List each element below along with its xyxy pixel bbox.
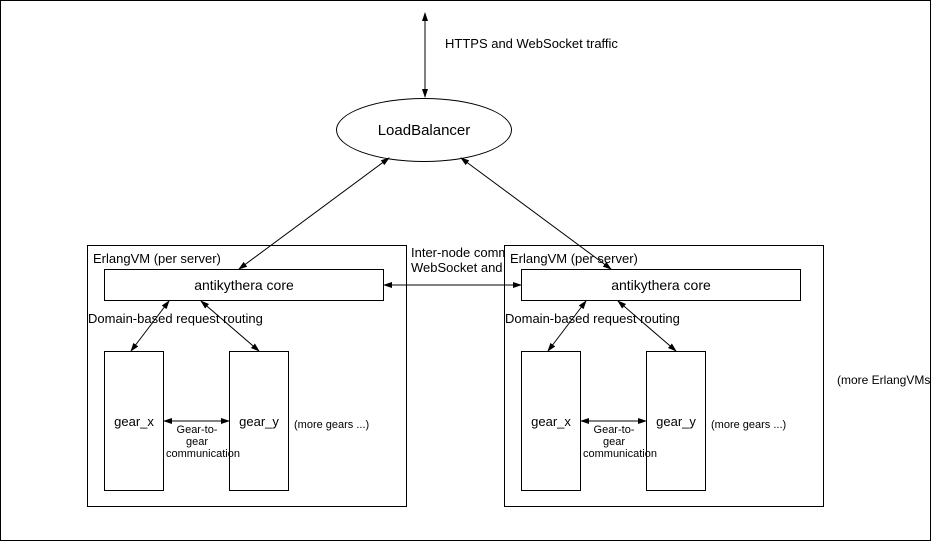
g2g-label-2: Gear-to-gear communication bbox=[583, 424, 645, 460]
g2g-label-1: Gear-to-gear communication bbox=[166, 424, 228, 460]
antikythera-core-2: antikythera core bbox=[521, 269, 801, 301]
more-gears-2: (more gears ...) bbox=[711, 419, 786, 431]
gear-y-2: gear_y bbox=[646, 351, 706, 491]
load-balancer-node: LoadBalancer bbox=[336, 98, 512, 162]
diagram-canvas: HTTPS and WebSocket traffic LoadBalancer… bbox=[0, 0, 931, 541]
core-2-label: antikythera core bbox=[611, 277, 711, 293]
load-balancer-label: LoadBalancer bbox=[378, 122, 471, 139]
erlang-vm-1-label: ErlangVM (per server) bbox=[93, 251, 221, 266]
antikythera-core-1: antikythera core bbox=[104, 269, 384, 301]
traffic-label: HTTPS and WebSocket traffic bbox=[445, 36, 618, 51]
gear-y-1: gear_y bbox=[229, 351, 289, 491]
routing-label-1: Domain-based request routing bbox=[88, 311, 263, 326]
gear-x-2: gear_x bbox=[521, 351, 581, 491]
core-1-label: antikythera core bbox=[194, 277, 294, 293]
gear-x-1: gear_x bbox=[104, 351, 164, 491]
erlang-vm-2-label: ErlangVM (per server) bbox=[510, 251, 638, 266]
routing-label-2: Domain-based request routing bbox=[505, 311, 680, 326]
more-vms-label: (more ErlangVMs ...) bbox=[837, 373, 931, 387]
more-gears-1: (more gears ...) bbox=[294, 419, 369, 431]
